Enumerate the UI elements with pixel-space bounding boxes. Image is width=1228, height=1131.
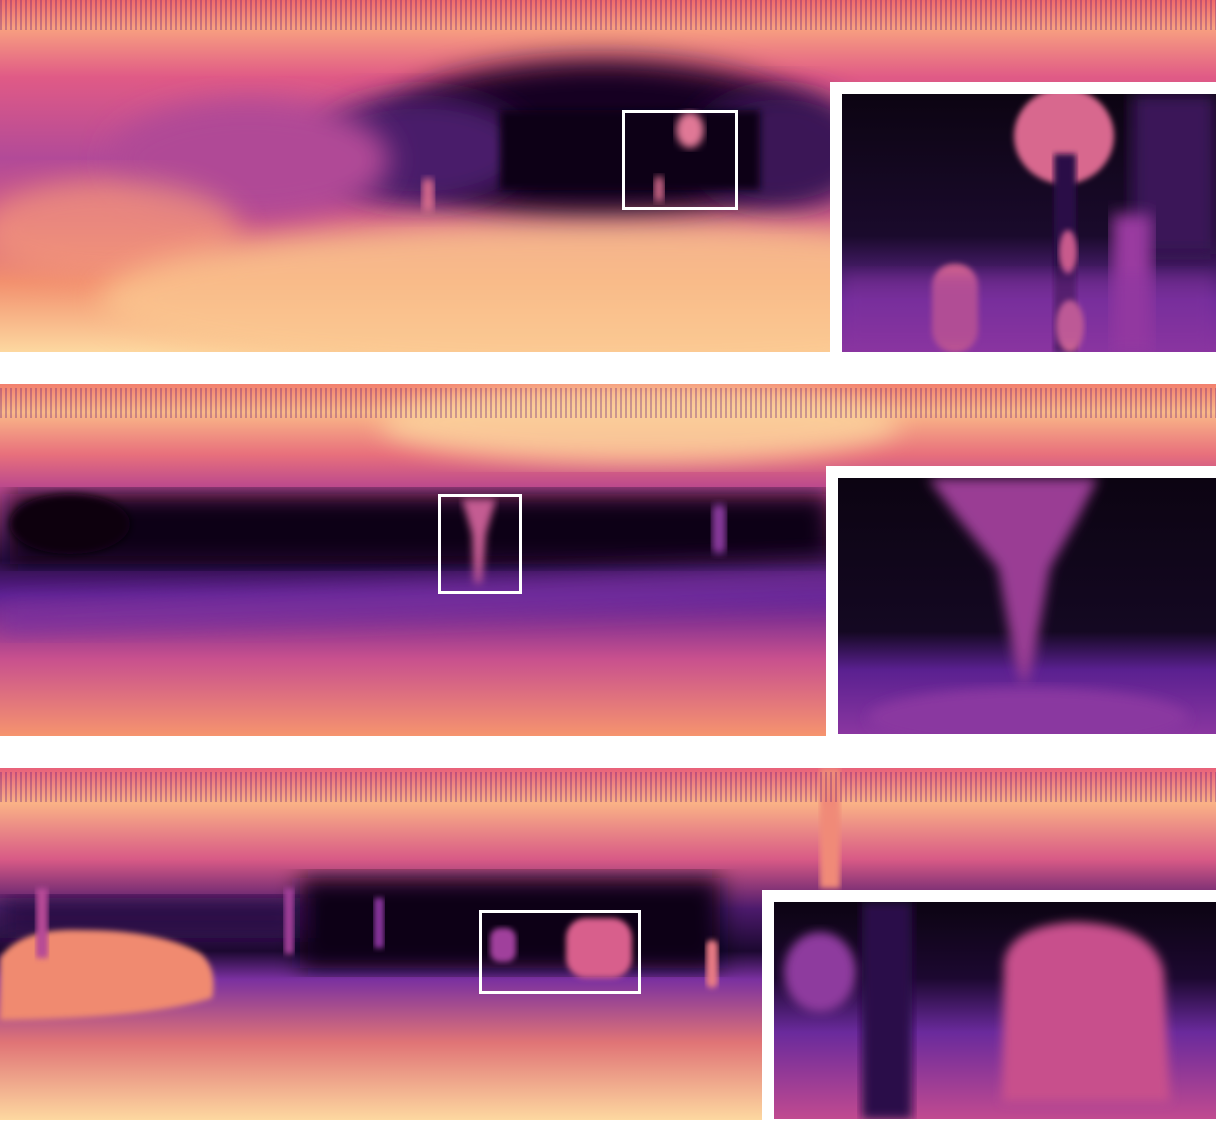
zoom-inset-3: [762, 890, 1228, 1131]
zoom-image-3: [774, 902, 1216, 1119]
zoom-image-2: [838, 478, 1216, 734]
zoom-image-1: [842, 94, 1216, 352]
zoom-region-box-2: [438, 494, 522, 594]
zoom-inset-2: [826, 466, 1228, 736]
zoom-region-box-1: [622, 110, 738, 210]
zoom-inset-1: [830, 82, 1228, 352]
zoom-region-box-3: [479, 910, 641, 994]
